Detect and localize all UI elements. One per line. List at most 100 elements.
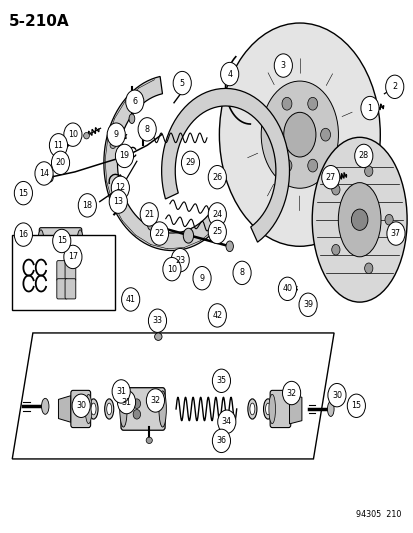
- Polygon shape: [12, 333, 333, 459]
- Text: 30: 30: [76, 401, 86, 410]
- Text: 34: 34: [221, 417, 231, 426]
- FancyBboxPatch shape: [57, 261, 67, 281]
- Ellipse shape: [265, 403, 270, 415]
- Text: 1: 1: [367, 103, 372, 112]
- Ellipse shape: [89, 399, 98, 419]
- Ellipse shape: [393, 83, 399, 88]
- Text: 30: 30: [331, 391, 341, 400]
- Text: 3: 3: [280, 61, 285, 70]
- Circle shape: [307, 98, 317, 110]
- Ellipse shape: [104, 399, 114, 419]
- Text: 39: 39: [302, 300, 312, 309]
- Text: 10: 10: [166, 265, 176, 273]
- Circle shape: [133, 409, 140, 419]
- Ellipse shape: [129, 114, 135, 124]
- Text: 16: 16: [18, 230, 28, 239]
- Circle shape: [327, 383, 345, 407]
- Circle shape: [78, 193, 96, 217]
- Circle shape: [162, 257, 180, 281]
- Ellipse shape: [91, 403, 96, 415]
- Text: 15: 15: [57, 237, 66, 246]
- Circle shape: [208, 220, 226, 244]
- Circle shape: [360, 96, 378, 120]
- Circle shape: [111, 176, 129, 199]
- Text: 5: 5: [179, 78, 184, 87]
- Circle shape: [140, 203, 158, 226]
- Text: 13: 13: [113, 197, 123, 206]
- Ellipse shape: [183, 228, 193, 243]
- Text: 5-210A: 5-210A: [9, 14, 69, 29]
- Text: 19: 19: [119, 151, 129, 160]
- Circle shape: [14, 181, 32, 205]
- Text: 26: 26: [212, 173, 222, 182]
- Ellipse shape: [119, 391, 127, 427]
- Text: 32: 32: [150, 396, 160, 405]
- Text: 27: 27: [325, 173, 335, 182]
- FancyBboxPatch shape: [71, 390, 90, 427]
- Ellipse shape: [337, 183, 380, 257]
- Text: 10: 10: [68, 130, 78, 139]
- FancyBboxPatch shape: [65, 279, 76, 299]
- Ellipse shape: [215, 306, 221, 312]
- Circle shape: [117, 390, 135, 414]
- Ellipse shape: [41, 398, 49, 414]
- Text: 15: 15: [18, 189, 28, 198]
- Circle shape: [173, 71, 191, 95]
- Circle shape: [268, 128, 278, 141]
- Circle shape: [220, 62, 238, 86]
- Text: 14: 14: [39, 169, 49, 178]
- Text: 21: 21: [144, 210, 154, 219]
- Circle shape: [49, 134, 67, 157]
- Ellipse shape: [287, 292, 292, 298]
- Text: 28: 28: [358, 151, 368, 160]
- Ellipse shape: [327, 401, 333, 416]
- Text: 15: 15: [351, 401, 361, 410]
- Circle shape: [133, 399, 140, 408]
- Circle shape: [52, 229, 71, 253]
- Circle shape: [307, 159, 317, 172]
- Circle shape: [217, 410, 235, 433]
- Circle shape: [385, 75, 403, 99]
- Ellipse shape: [77, 230, 83, 261]
- Text: 8: 8: [239, 269, 244, 277]
- Ellipse shape: [47, 172, 53, 182]
- Text: 25: 25: [212, 228, 222, 237]
- Circle shape: [181, 151, 199, 174]
- FancyBboxPatch shape: [57, 279, 67, 299]
- Text: 23: 23: [175, 256, 185, 264]
- Circle shape: [72, 394, 90, 417]
- FancyBboxPatch shape: [39, 228, 82, 263]
- Circle shape: [281, 159, 291, 172]
- Circle shape: [14, 223, 32, 246]
- FancyBboxPatch shape: [65, 261, 76, 281]
- Circle shape: [112, 379, 130, 403]
- Circle shape: [384, 214, 392, 225]
- Text: 31: 31: [116, 387, 126, 396]
- Circle shape: [208, 304, 226, 327]
- Ellipse shape: [85, 394, 92, 424]
- Ellipse shape: [140, 121, 146, 127]
- Circle shape: [351, 209, 367, 230]
- Circle shape: [320, 128, 330, 141]
- Ellipse shape: [305, 301, 312, 309]
- FancyBboxPatch shape: [121, 387, 165, 430]
- Circle shape: [35, 162, 53, 185]
- Ellipse shape: [110, 142, 116, 149]
- Circle shape: [354, 144, 372, 167]
- Ellipse shape: [38, 230, 44, 261]
- Circle shape: [107, 123, 125, 147]
- Circle shape: [208, 203, 226, 226]
- Ellipse shape: [154, 333, 161, 341]
- Text: 2: 2: [391, 82, 396, 91]
- Text: 18: 18: [82, 201, 92, 210]
- Circle shape: [331, 245, 339, 255]
- Ellipse shape: [147, 220, 154, 230]
- Circle shape: [278, 277, 296, 301]
- Text: 24: 24: [212, 210, 222, 219]
- Text: 12: 12: [115, 183, 125, 192]
- Ellipse shape: [219, 23, 380, 246]
- Circle shape: [192, 266, 211, 290]
- Circle shape: [281, 98, 291, 110]
- Ellipse shape: [268, 394, 275, 424]
- Circle shape: [171, 248, 189, 272]
